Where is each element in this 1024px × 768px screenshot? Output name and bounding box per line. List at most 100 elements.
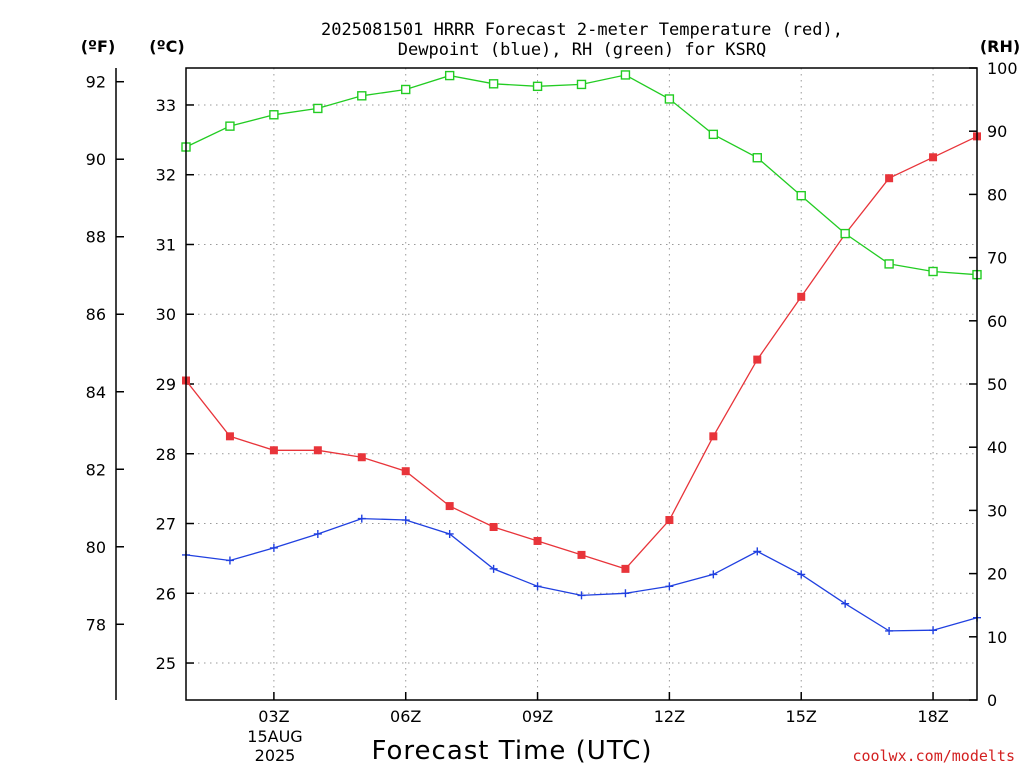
celsius-tick-label: 26 (156, 584, 176, 603)
rh-tick-label: 0 (987, 691, 997, 710)
celsius-tick-label: 29 (156, 375, 176, 394)
dewpoint-point (313, 529, 322, 538)
rh-tick-label: 100 (987, 59, 1018, 78)
2-meter-temperature-point (225, 432, 234, 441)
celsius-unit-label: (ºC) (149, 37, 184, 56)
series-rh (181, 70, 982, 280)
rh-tick-label: 10 (987, 628, 1007, 647)
2-meter-temperature-point (445, 502, 454, 511)
fahrenheit-tick-label: 90 (86, 150, 106, 169)
2-meter-temperature-point (709, 432, 718, 441)
rh-point (357, 91, 367, 101)
dewpoint-line (185, 517, 978, 632)
rh-point (444, 70, 455, 81)
dewpoint-point (929, 626, 938, 635)
dewpoint-point (709, 570, 718, 579)
rh-point (884, 259, 894, 269)
rh-tick-label: 70 (987, 249, 1007, 268)
2-meter-temperature-point (885, 174, 894, 183)
fahrenheit-tick-label: 82 (86, 460, 106, 479)
2-meter-temperature-point (577, 550, 586, 559)
fahrenheit-axis: 78 80 82 84 86 88 90 92 (86, 73, 124, 634)
rh-point (708, 129, 719, 140)
dewpoint-point (533, 582, 542, 591)
fahrenheit-tick-label: 92 (86, 73, 106, 92)
rh-tick-label: 90 (987, 122, 1007, 141)
rh-point (576, 79, 587, 90)
2-meter-temperature-point (269, 446, 278, 455)
celsius-tick-label: 25 (156, 654, 176, 673)
dewpoint-point (489, 564, 498, 573)
chart-title-line2: Dewpoint (blue), RH (green) for KSRQ (398, 40, 766, 60)
credit-text: coolwx.com/modelts (852, 747, 1015, 765)
2-meter-temperature-point (929, 153, 938, 162)
time-tick-label: 03Z (258, 707, 289, 726)
fahrenheit-tick-label: 84 (86, 383, 106, 402)
dewpoint-point (753, 547, 762, 556)
rh-point (620, 70, 631, 80)
dewpoint-point (357, 514, 366, 523)
plot-frame (185, 67, 978, 701)
2-meter-temperature-point (753, 355, 762, 364)
celsius-tick-label: 32 (156, 166, 176, 185)
celsius-tick-label: 30 (156, 305, 176, 324)
dewpoint-point (841, 599, 850, 608)
rh-point (401, 84, 411, 95)
fahrenheit-tick-label: 86 (86, 305, 106, 324)
series-2-meter-temperature (182, 132, 981, 573)
date-day-label: 15AUG (247, 727, 302, 746)
rh-point (532, 81, 543, 92)
dewpoint-point (885, 626, 894, 635)
dewpoint-point (401, 516, 410, 525)
fahrenheit-unit-label: (ºF) (81, 37, 116, 56)
rh-point (225, 121, 235, 131)
x-axis-title: Forecast Time (UTC) (371, 736, 652, 766)
2-meter-temperature-point (489, 523, 498, 532)
2-meter-temperature-point (533, 536, 542, 545)
rh-unit-label: (RH) (980, 37, 1020, 56)
rh-tick-label: 30 (987, 501, 1007, 520)
rh-tick-label: 60 (987, 312, 1007, 331)
rh-point (796, 190, 806, 201)
rh-point (664, 94, 675, 104)
2-meter-temperature-point (357, 453, 366, 462)
rh-axis: 0 10 20 30 40 50 60 70 80 90 100 (969, 59, 1018, 710)
time-tick-label: 12Z (654, 707, 685, 726)
grid-lines (186, 68, 977, 700)
rh-tick-label: 50 (987, 375, 1007, 394)
2-meter-temperature-point (665, 516, 674, 525)
2-meter-temperature-point (621, 564, 630, 573)
dewpoint-point (665, 582, 674, 591)
rh-point (488, 79, 499, 89)
time-tick-label: 09Z (522, 707, 553, 726)
dewpoint-point (225, 556, 234, 565)
time-tick-label: 18Z (917, 707, 948, 726)
celsius-axis: 25 26 27 28 29 30 31 32 33 (156, 96, 194, 673)
rh-tick-label: 40 (987, 438, 1007, 457)
dewpoint-point (269, 543, 278, 552)
2-meter-temperature-line (185, 135, 978, 570)
rh-point (269, 110, 279, 120)
rh-tick-label: 80 (987, 185, 1007, 204)
time-tick-label: 15Z (786, 707, 817, 726)
dewpoint-point (621, 589, 630, 598)
fahrenheit-tick-label: 78 (86, 615, 106, 634)
rh-point (313, 103, 323, 114)
2-meter-temperature-point (797, 292, 806, 301)
2-meter-temperature-point (313, 446, 322, 455)
fahrenheit-tick-label: 88 (86, 228, 106, 247)
celsius-tick-label: 31 (156, 235, 176, 254)
celsius-tick-label: 33 (156, 96, 176, 115)
series-dewpoint (182, 514, 981, 635)
rh-point (840, 228, 850, 239)
chart-title-line1: 2025081501 HRRR Forecast 2-meter Tempera… (321, 20, 843, 40)
rh-point (928, 266, 938, 277)
celsius-tick-label: 27 (156, 515, 176, 534)
time-tick-label: 06Z (390, 707, 421, 726)
dewpoint-point (797, 570, 806, 579)
fahrenheit-tick-label: 80 (86, 538, 106, 557)
rh-point (752, 153, 762, 163)
dewpoint-point (577, 591, 586, 600)
date-year-label: 2025 (255, 746, 296, 765)
